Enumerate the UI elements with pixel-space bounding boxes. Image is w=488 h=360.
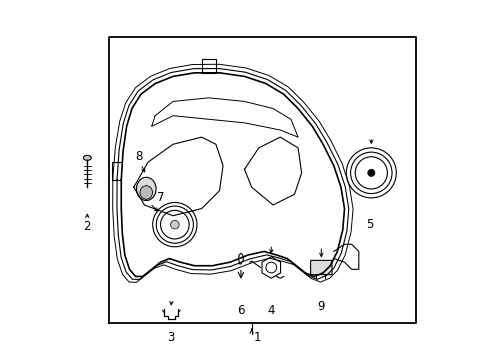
Text: 3: 3 (167, 332, 175, 345)
Circle shape (170, 220, 179, 229)
Text: 1: 1 (253, 332, 260, 345)
Ellipse shape (140, 186, 152, 199)
Ellipse shape (83, 156, 91, 160)
Ellipse shape (136, 177, 156, 201)
Text: 6: 6 (237, 304, 244, 317)
Text: 4: 4 (267, 304, 274, 317)
Text: 7: 7 (157, 192, 164, 204)
Text: 2: 2 (83, 220, 91, 233)
Text: 5: 5 (365, 218, 372, 231)
Circle shape (367, 169, 374, 176)
Text: 9: 9 (317, 300, 325, 313)
FancyBboxPatch shape (310, 260, 331, 275)
Text: 8: 8 (135, 150, 142, 163)
